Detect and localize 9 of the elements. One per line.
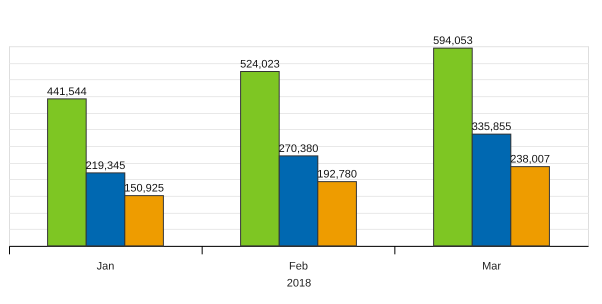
x-tick-label: Feb	[289, 260, 308, 272]
data-label: 594,053	[433, 35, 473, 48]
data-label: 524,023	[240, 58, 280, 70]
data-label: 150,925	[124, 182, 164, 195]
x-tick-label: Mar	[482, 260, 502, 272]
data-label: 192,780	[317, 168, 357, 181]
x-tick-label: Jan	[96, 260, 114, 272]
data-label: 441,544	[47, 86, 87, 98]
x-axis-title: 2018	[286, 277, 312, 290]
